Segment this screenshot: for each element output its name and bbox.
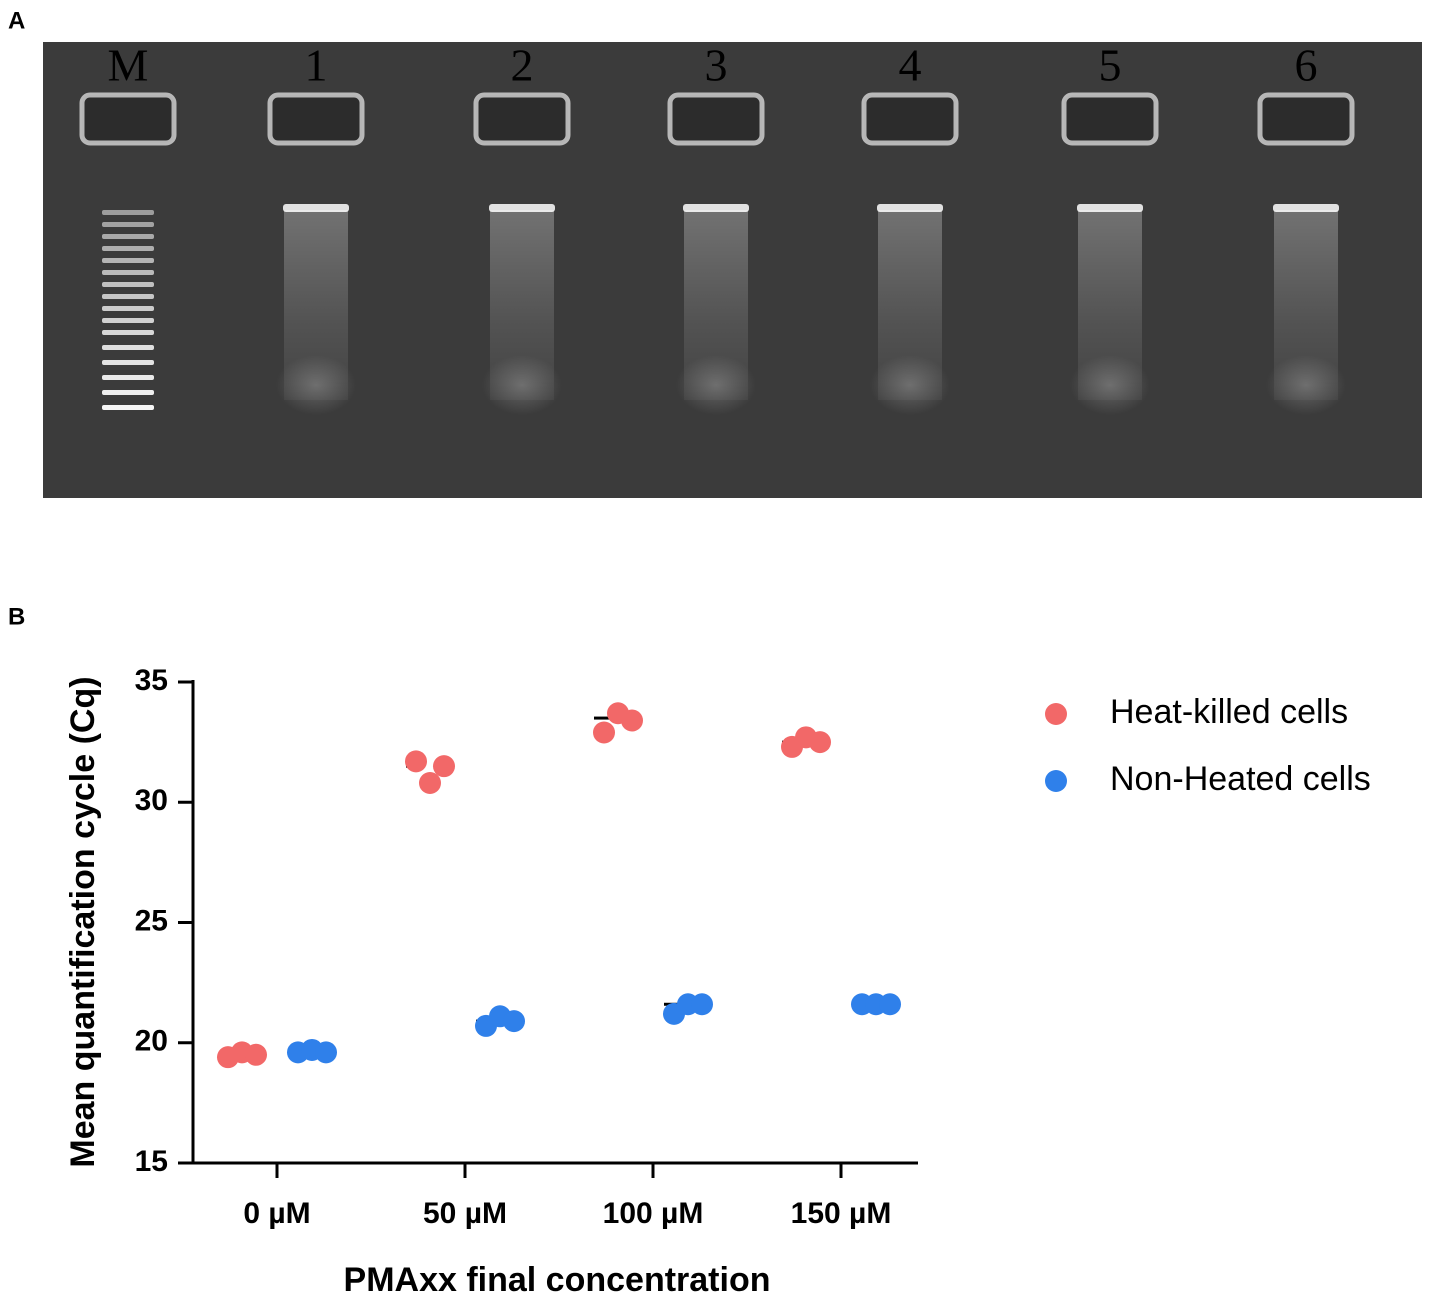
gel-well	[1257, 92, 1355, 146]
lane-label: 4	[899, 40, 922, 91]
gel-lanes: M 1 2 3 4 5 6	[79, 40, 1355, 415]
ladder-band	[102, 360, 154, 365]
y-tick-label: 20	[135, 1025, 168, 1058]
ladder-band	[102, 270, 154, 275]
legend-label: Heat-killed cells	[1110, 693, 1348, 731]
gel-well	[267, 92, 365, 146]
ladder-band	[102, 375, 154, 380]
data-point	[691, 993, 713, 1016]
gel-well	[473, 92, 571, 146]
y-axis-title: Mean quantification cycle (Cq)	[64, 676, 102, 1167]
ladder-band	[102, 210, 154, 215]
smear-glow	[482, 355, 562, 415]
x-axis-title: PMAxx final concentration	[344, 1261, 771, 1299]
data-point	[593, 721, 615, 744]
data-point	[405, 750, 427, 773]
dna-band	[683, 204, 749, 212]
ladder-band	[102, 246, 154, 251]
ladder-band	[102, 390, 154, 395]
lane-label: 6	[1295, 40, 1318, 91]
smear-glow	[276, 355, 356, 415]
smear-glow	[1266, 355, 1346, 415]
x-tick-label: 50 µM	[423, 1197, 507, 1230]
lane-label: M	[108, 40, 149, 91]
dna-band	[283, 204, 349, 212]
smear-glow	[676, 355, 756, 415]
legend-label: Non-Heated cells	[1110, 760, 1371, 798]
y-tick-label: 35	[135, 664, 168, 697]
ladder-band	[102, 318, 154, 323]
ladder-band	[102, 294, 154, 299]
data-point	[503, 1010, 525, 1033]
lane-label: 5	[1099, 40, 1122, 91]
ladder-band	[102, 405, 154, 410]
lane-label: 1	[305, 40, 328, 91]
dna-band	[1077, 204, 1143, 212]
dna-band	[877, 204, 943, 212]
data-point	[621, 709, 643, 732]
legend-marker	[1045, 770, 1067, 792]
ladder-band	[102, 258, 154, 263]
data-point	[315, 1041, 337, 1064]
gel-well	[1061, 92, 1159, 146]
data-point	[879, 993, 901, 1016]
y-tick-label: 25	[135, 904, 168, 937]
panel-label: A	[8, 7, 25, 34]
ladder-band	[102, 222, 154, 227]
ladder-band	[102, 282, 154, 287]
x-tick-label: 100 µM	[603, 1197, 704, 1230]
gel-well	[861, 92, 959, 146]
gel-well	[667, 92, 765, 146]
data-point	[433, 755, 455, 778]
dna-band	[489, 204, 555, 212]
panel-label: B	[8, 603, 25, 630]
y-tick-label: 30	[135, 784, 168, 817]
smear-glow	[1070, 355, 1150, 415]
x-tick-label: 0 µM	[243, 1197, 310, 1230]
lane-label: 2	[511, 40, 534, 91]
lane-label: 3	[705, 40, 728, 91]
gel-well	[79, 92, 177, 146]
data-point	[245, 1043, 267, 1066]
ladder-band	[102, 345, 154, 350]
data-point	[809, 731, 831, 754]
data-point	[419, 772, 441, 795]
ladder-band	[102, 234, 154, 239]
ladder-band	[102, 330, 154, 335]
y-tick-label: 15	[135, 1145, 168, 1178]
dna-band	[1273, 204, 1339, 212]
x-tick-label: 150 µM	[791, 1197, 892, 1230]
legend-marker	[1045, 703, 1067, 725]
smear-glow	[870, 355, 950, 415]
ladder-band	[102, 306, 154, 311]
